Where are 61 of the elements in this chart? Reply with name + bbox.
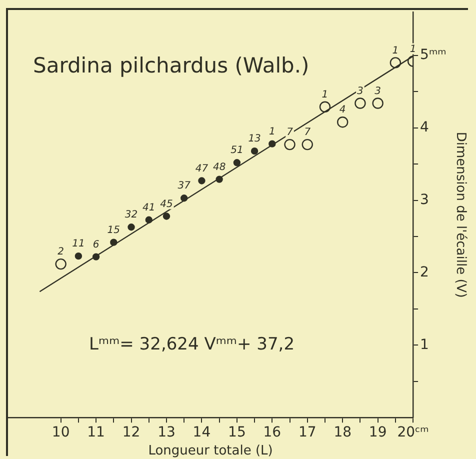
- annotation: 13: [248, 134, 261, 145]
- y-tick-label: 4: [420, 120, 430, 136]
- point: [162, 212, 170, 220]
- annotation: 15: [107, 224, 120, 236]
- annotation: 47: [195, 163, 209, 174]
- x-tick-label: 13: [158, 424, 176, 441]
- point: [216, 176, 223, 183]
- annotation: 2: [58, 246, 64, 258]
- x-tick-label: 18: [334, 424, 352, 441]
- x-tick-label: 20ᶜᵐ: [397, 424, 429, 441]
- x-tick-label: 15: [228, 424, 246, 441]
- annotation: 11: [72, 238, 85, 250]
- annotation: 1: [322, 89, 328, 100]
- text: Sardina pilchardus (Walb.): [33, 53, 310, 78]
- point: [372, 98, 384, 109]
- annotation: 3: [357, 86, 364, 97]
- point: [180, 194, 188, 202]
- point: [268, 140, 276, 148]
- x-tick-label: 10: [52, 424, 70, 441]
- annotation: 4: [339, 104, 346, 116]
- point: [145, 216, 152, 224]
- point: [74, 252, 82, 260]
- point: [250, 147, 258, 155]
- point: [233, 159, 241, 166]
- point: [55, 258, 66, 270]
- annotation: 45: [160, 198, 173, 210]
- x-tick-label: 12: [122, 424, 140, 441]
- y-tick-label: 3: [420, 192, 429, 208]
- point: [110, 238, 118, 246]
- annotation: 7: [304, 127, 312, 138]
- annotation: 32: [124, 210, 138, 221]
- annotation: 3: [374, 86, 382, 97]
- point: [354, 98, 366, 109]
- point: [198, 177, 206, 184]
- annotation: 1: [392, 45, 399, 56]
- y-axis-title: Dimension de l'écaille (V): [452, 132, 468, 298]
- point: [319, 101, 331, 112]
- point: [284, 138, 296, 150]
- x-tick-label: 19: [368, 424, 387, 441]
- x-tick-label: 17: [298, 424, 316, 441]
- y-tick-label: 5ᵐᵐ: [420, 47, 446, 64]
- y-tick-label: 1: [420, 336, 429, 353]
- point: [302, 138, 313, 150]
- x-axis-title: Longueur totale (L): [148, 444, 273, 459]
- annotation: 1: [268, 126, 276, 138]
- annotation: 48: [212, 162, 226, 173]
- x-tick-label: 11: [87, 424, 105, 441]
- annotation: 37: [178, 180, 192, 192]
- annotation: 41: [142, 202, 156, 214]
- point: [390, 57, 402, 68]
- annotation: 51: [230, 145, 244, 156]
- y-tick-label: 2: [420, 264, 429, 280]
- annotation: 7: [286, 127, 294, 138]
- annotation: 1: [410, 44, 416, 55]
- x-tick-label: 16: [263, 424, 282, 441]
- annotation: 6: [92, 239, 100, 250]
- point: [128, 224, 135, 231]
- point: [92, 253, 100, 260]
- annotation: Lᵐᵐ= 32,624 Vᵐᵐ+ 37,2: [89, 334, 295, 355]
- point: [337, 116, 348, 128]
- x-tick-label: 14: [192, 424, 211, 441]
